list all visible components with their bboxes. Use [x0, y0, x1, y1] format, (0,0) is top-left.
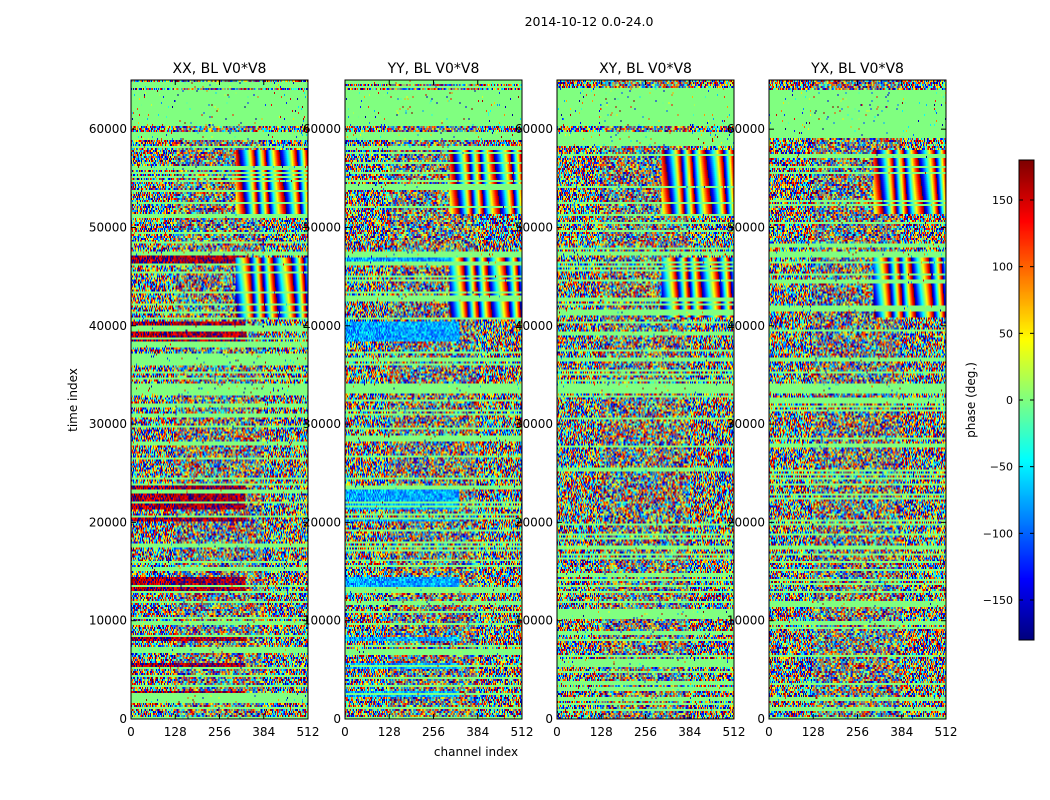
- x-axis-label: channel index: [434, 745, 518, 759]
- y-tick-label: 40000: [515, 319, 553, 333]
- x-tick-label: 384: [678, 725, 701, 739]
- x-tick-label: 512: [935, 725, 958, 739]
- subplot-panels: XX, BL V0*V8 0 128 256 384 512 0 10000 20000 3000…: [89, 61, 958, 739]
- heatmap-image: [345, 80, 522, 719]
- x-tick-label: 128: [378, 725, 401, 739]
- heatmap-image: [131, 80, 308, 719]
- colorbar-tick-label: −100: [983, 527, 1013, 540]
- y-tick-label: 40000: [727, 319, 765, 333]
- y-tick-label: 60000: [727, 122, 765, 136]
- heatmap-image: [557, 80, 734, 719]
- subplot-2: YY, BL V0*V8 0 128 256 384 512 0 10000 20000 3000…: [303, 61, 534, 739]
- x-tick-label: 0: [341, 725, 349, 739]
- subplot-4: YX, BL V0*V8 0 128 256 384 512 0 10000 20000 3000…: [727, 61, 958, 739]
- y-tick-label: 30000: [727, 417, 765, 431]
- y-tick-label: 40000: [89, 319, 127, 333]
- x-tick-label: 256: [422, 725, 445, 739]
- colorbar-tick-label: 100: [992, 261, 1013, 274]
- colorbar-tick-label: 0: [1006, 394, 1013, 407]
- subplot-title: YX, BL V0*V8: [810, 61, 904, 77]
- y-tick-label: 10000: [303, 614, 341, 628]
- y-tick-label: 20000: [515, 515, 553, 529]
- y-tick-label: 20000: [89, 515, 127, 529]
- x-tick-label: 384: [890, 725, 913, 739]
- y-tick-label: 30000: [515, 417, 553, 431]
- subplot-title: XY, BL V0*V8: [599, 61, 692, 77]
- y-tick-label: 60000: [515, 122, 553, 136]
- y-tick-label: 30000: [89, 417, 127, 431]
- y-tick-label: 40000: [303, 319, 341, 333]
- subplot-3: XY, BL V0*V8 0 128 256 384 512 0 10000 20000 3000…: [515, 61, 746, 739]
- y-tick-label: 50000: [727, 220, 765, 234]
- x-tick-label: 512: [511, 725, 534, 739]
- x-tick-label: 512: [723, 725, 746, 739]
- x-tick-label: 256: [208, 725, 231, 739]
- colorbar-tick-label: −50: [990, 461, 1013, 474]
- y-tick-label: 0: [333, 712, 341, 726]
- y-tick-label: 10000: [727, 614, 765, 628]
- y-tick-label: 10000: [515, 614, 553, 628]
- subplot-title: XX, BL V0*V8: [173, 61, 267, 77]
- colorbar-label: phase (deg.): [964, 362, 978, 438]
- x-tick-label: 384: [466, 725, 489, 739]
- x-tick-label: 512: [297, 725, 320, 739]
- x-tick-label: 256: [634, 725, 657, 739]
- y-tick-label: 20000: [727, 515, 765, 529]
- y-tick-label: 60000: [89, 122, 127, 136]
- x-tick-label: 128: [164, 725, 187, 739]
- colorbar-tick-label: −150: [983, 594, 1013, 607]
- y-tick-label: 50000: [303, 220, 341, 234]
- x-tick-label: 128: [590, 725, 613, 739]
- y-tick-label: 30000: [303, 417, 341, 431]
- y-axis-label: time index: [66, 368, 80, 432]
- y-tick-label: 0: [757, 712, 765, 726]
- colorbar-tick-label: 50: [999, 327, 1013, 340]
- y-tick-label: 10000: [89, 614, 127, 628]
- y-tick-label: 50000: [515, 220, 553, 234]
- figure-suptitle: 2014-10-12 0.0-24.0: [525, 14, 654, 29]
- x-tick-label: 0: [765, 725, 773, 739]
- y-tick-label: 60000: [303, 122, 341, 136]
- y-tick-label: 0: [545, 712, 553, 726]
- y-tick-label: 20000: [303, 515, 341, 529]
- x-tick-label: 0: [553, 725, 561, 739]
- colorbar-gradient: [1019, 160, 1034, 640]
- x-tick-label: 0: [127, 725, 135, 739]
- y-tick-label: 0: [119, 712, 127, 726]
- heatmap-image: [769, 80, 946, 719]
- colorbar-tick-label: 150: [992, 194, 1013, 207]
- x-tick-label: 384: [252, 725, 275, 739]
- colorbar: −150 −100 −50 0 50 100 150: [983, 159, 1035, 641]
- x-tick-label: 128: [802, 725, 825, 739]
- y-tick-label: 50000: [89, 220, 127, 234]
- x-tick-label: 256: [846, 725, 869, 739]
- subplot-1: XX, BL V0*V8 0 128 256 384 512 0 10000 20000 3000…: [89, 61, 320, 739]
- subplot-title: YY, BL V0*V8: [387, 61, 480, 77]
